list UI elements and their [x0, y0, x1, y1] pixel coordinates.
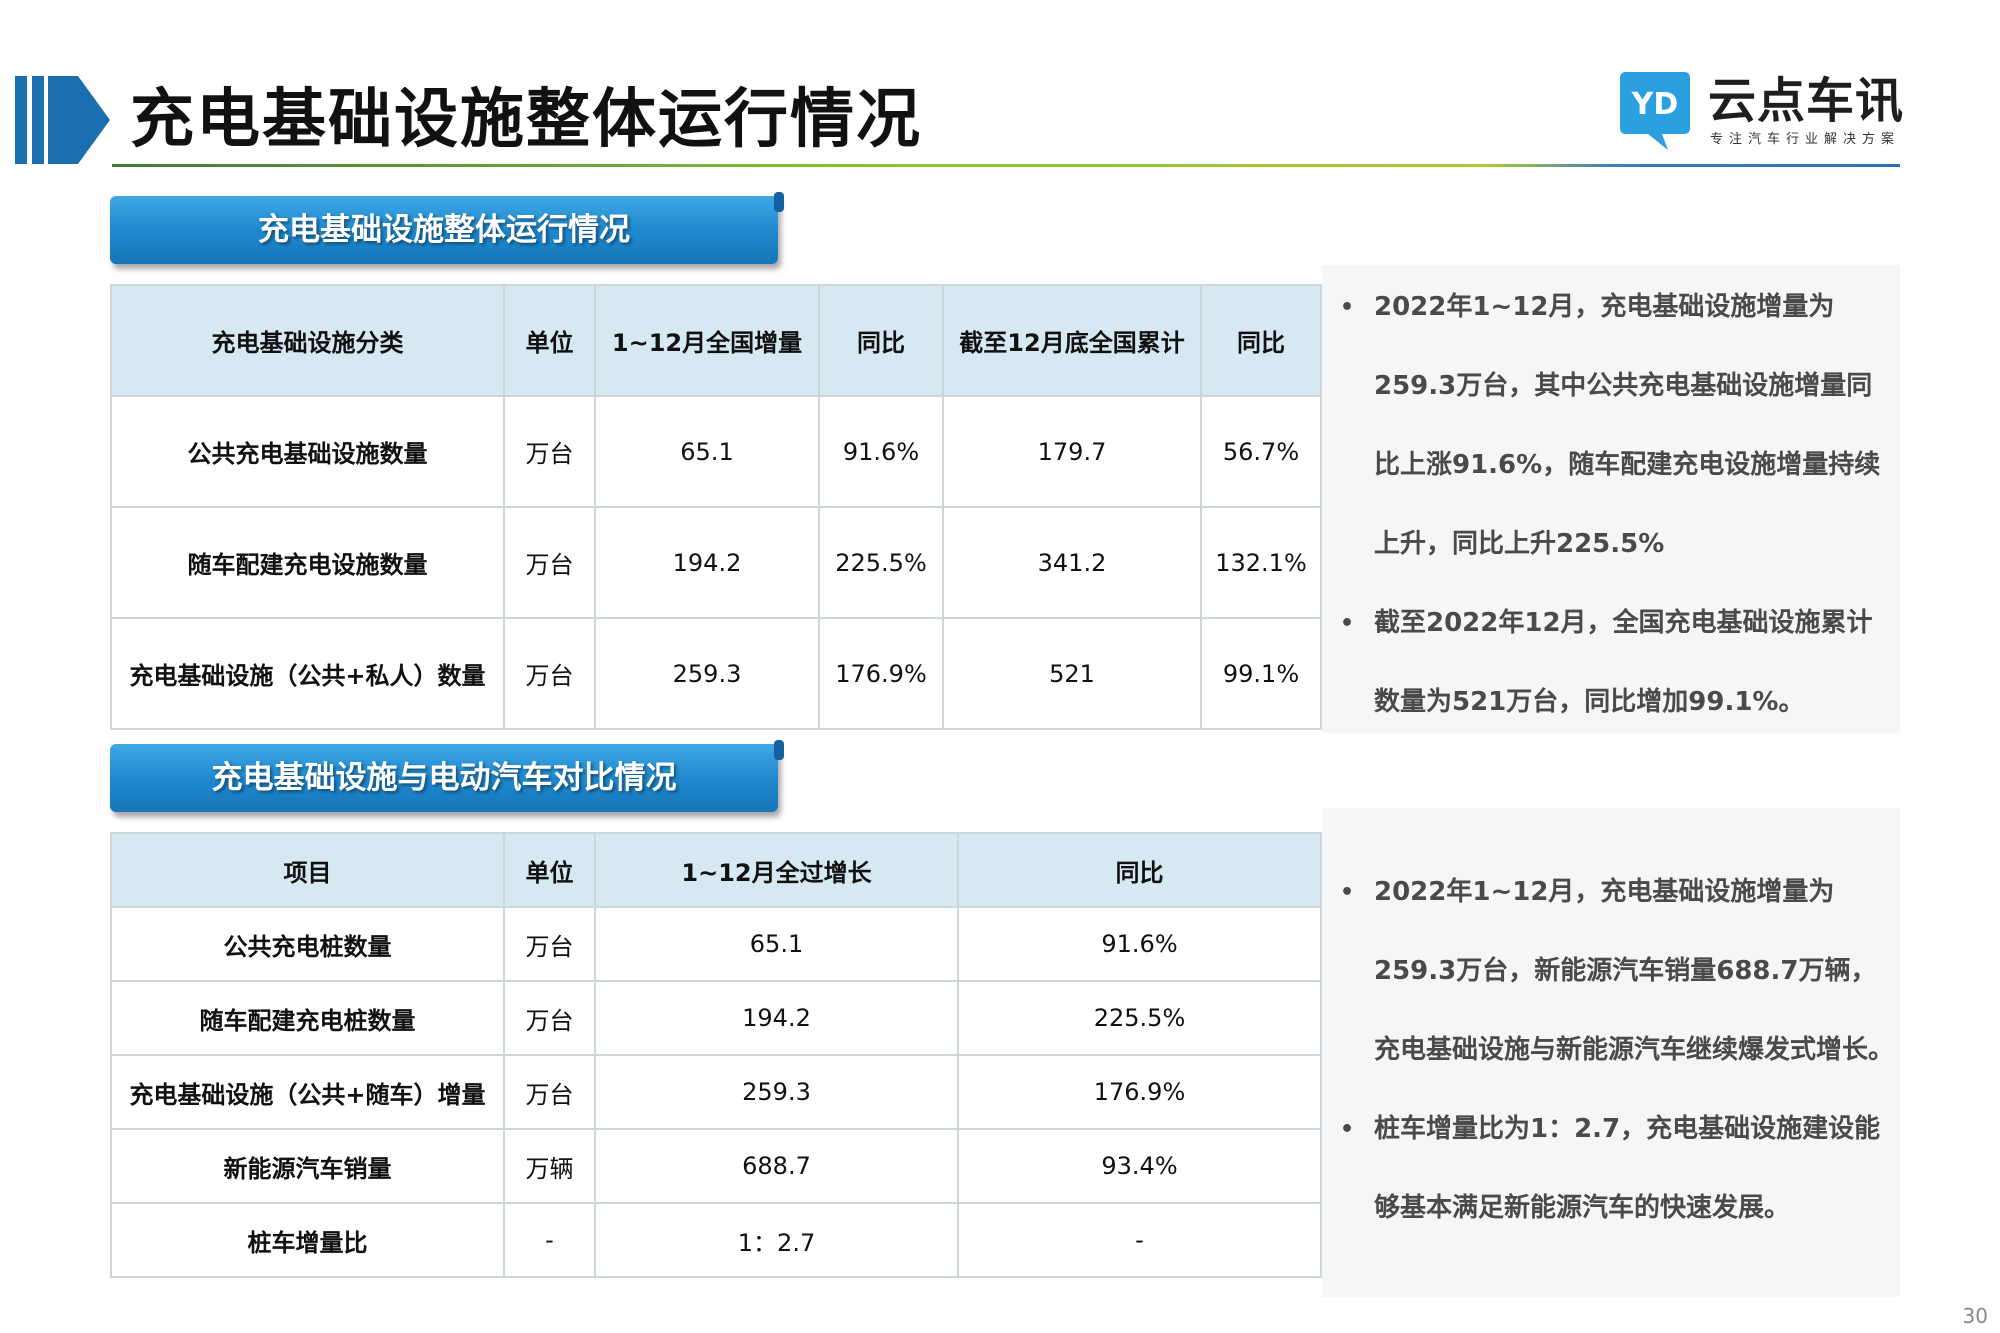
value-cell: 65.1	[594, 906, 959, 982]
column-header: 充电基础设施分类	[110, 284, 505, 397]
column-header: 同比	[957, 832, 1322, 908]
value-cell: 93.4%	[957, 1128, 1322, 1204]
column-header: 截至12月底全国累计	[942, 284, 1202, 397]
svg-text:YD: YD	[1631, 87, 1679, 122]
value-cell: 56.7%	[1200, 395, 1322, 508]
table-row: 充电基础设施（公共+随车）增量 万台 259.3 176.9%	[110, 1054, 1322, 1130]
table-header-row: 项目 单位 1~12月全过增长 同比	[110, 832, 1322, 908]
title-underline	[112, 164, 1490, 167]
note-item: • 截至2022年12月，全国充电基础设施累计 数量为521万台，同比增加99.…	[1322, 584, 1900, 742]
note-item: • 2022年1~12月，充电基础设施增量为 259.3万台，其中公共充电基础设…	[1322, 268, 1900, 584]
logo-name: 云点车讯	[1708, 73, 1905, 129]
banner-curl	[774, 740, 784, 760]
title-underline-right	[1490, 164, 1900, 167]
unit-cell: 万台	[503, 617, 596, 730]
note-line: 2022年1~12月，充电基础设施增量为	[1374, 877, 1835, 907]
row-label: 随车配建充电设施数量	[110, 506, 505, 619]
table-row: 新能源汽车销量 万辆 688.7 93.4%	[110, 1128, 1322, 1204]
value-cell: 176.9%	[957, 1054, 1322, 1130]
value-cell: 176.9%	[818, 617, 944, 730]
page-title: 充电基础设施整体运行情况	[130, 83, 922, 157]
note-line: 数量为521万台，同比增加99.1%。	[1374, 687, 1805, 717]
value-cell: 194.2	[594, 506, 820, 619]
value-cell: 521	[942, 617, 1202, 730]
header-accent-bar	[15, 76, 27, 164]
note-line: 充电基础设施与新能源汽车继续爆发式增长。	[1374, 1035, 1895, 1065]
table-row: 桩车增量比 - 1：2.7 -	[110, 1202, 1322, 1278]
note-line: 259.3万台，新能源汽车销量688.7万辆，	[1374, 956, 1877, 986]
table-row: 公共充电桩数量 万台 65.1 91.6%	[110, 906, 1322, 982]
note-line: 桩车增量比为1：2.7，充电基础设施建设能	[1374, 1114, 1881, 1144]
note-line: 截至2022年12月，全国充电基础设施累计	[1374, 608, 1873, 638]
row-label: 公共充电基础设施数量	[110, 395, 505, 508]
note-line: 够基本满足新能源汽车的快速发展。	[1374, 1193, 1791, 1223]
row-label: 公共充电桩数量	[110, 906, 505, 982]
value-cell: 65.1	[594, 395, 820, 508]
note-line: 2022年1~12月，充电基础设施增量为	[1374, 292, 1835, 322]
row-label: 新能源汽车销量	[110, 1128, 505, 1204]
banner-curl	[774, 192, 784, 212]
note-item: • 2022年1~12月，充电基础设施增量为 259.3万台，新能源汽车销量68…	[1322, 853, 1900, 1090]
row-label: 随车配建充电桩数量	[110, 980, 505, 1056]
value-cell: 1：2.7	[594, 1202, 959, 1278]
note-line: 259.3万台，其中公共充电基础设施增量同	[1374, 371, 1873, 401]
column-header: 1~12月全过增长	[594, 832, 959, 908]
table-row: 公共充电基础设施数量 万台 65.1 91.6% 179.7 56.7%	[110, 395, 1322, 508]
comparison-table: 项目 单位 1~12月全过增长 同比 公共充电桩数量 万台 65.1 91.6%…	[110, 832, 1322, 1278]
table-row: 充电基础设施（公共+私人）数量 万台 259.3 176.9% 521 99.1…	[110, 617, 1322, 730]
table-row: 随车配建充电桩数量 万台 194.2 225.5%	[110, 980, 1322, 1056]
value-cell: 688.7	[594, 1128, 959, 1204]
table-row: 随车配建充电设施数量 万台 194.2 225.5% 341.2 132.1%	[110, 506, 1322, 619]
section1-notes-panel: • 2022年1~12月，充电基础设施增量为 259.3万台，其中公共充电基础设…	[1322, 265, 1900, 733]
value-cell: 179.7	[942, 395, 1202, 508]
unit-cell: 万台	[503, 1054, 596, 1130]
page-number: 30	[1962, 1304, 1988, 1328]
unit-cell: 万台	[503, 395, 596, 508]
unit-cell: 万台	[503, 906, 596, 982]
column-header: 项目	[110, 832, 505, 908]
value-cell: 91.6%	[818, 395, 944, 508]
row-label: 桩车增量比	[110, 1202, 505, 1278]
column-header: 同比	[818, 284, 944, 397]
logo-speech-bubble-icon: YD	[1620, 72, 1690, 150]
column-header: 单位	[503, 832, 596, 908]
unit-cell: 万台	[503, 506, 596, 619]
row-label: 充电基础设施（公共+随车）增量	[110, 1054, 505, 1130]
note-line: 比上涨91.6%，随车配建充电设施增量持续	[1374, 450, 1881, 480]
value-cell: 91.6%	[957, 906, 1322, 982]
bullet-dot-icon: •	[1340, 1117, 1355, 1142]
value-cell: 99.1%	[1200, 617, 1322, 730]
bullet-dot-icon: •	[1340, 611, 1355, 636]
bullet-dot-icon: •	[1340, 295, 1355, 320]
value-cell: 225.5%	[818, 506, 944, 619]
value-cell: 259.3	[594, 1054, 959, 1130]
section1-banner: 充电基础设施整体运行情况	[110, 196, 778, 264]
infrastructure-table: 充电基础设施分类 单位 1~12月全国增量 同比 截至12月底全国累计 同比 公…	[110, 284, 1322, 730]
value-cell: 225.5%	[957, 980, 1322, 1056]
column-header: 1~12月全国增量	[594, 284, 820, 397]
table-header-row: 充电基础设施分类 单位 1~12月全国增量 同比 截至12月底全国累计 同比	[110, 284, 1322, 397]
note-item: • 桩车增量比为1：2.7，充电基础设施建设能 够基本满足新能源汽车的快速发展。	[1322, 1090, 1900, 1248]
unit-cell: 万辆	[503, 1128, 596, 1204]
column-header: 单位	[503, 284, 596, 397]
header-accent-bar	[32, 76, 44, 164]
bullet-dot-icon: •	[1340, 880, 1355, 905]
note-line: 上升，同比上升225.5%	[1374, 529, 1665, 559]
section2-notes-panel: • 2022年1~12月，充电基础设施增量为 259.3万台，新能源汽车销量68…	[1322, 808, 1900, 1297]
logo-tagline: 专注汽车行业解决方案	[1710, 132, 1901, 147]
value-cell: 194.2	[594, 980, 959, 1056]
unit-cell: -	[503, 1202, 596, 1278]
value-cell: 132.1%	[1200, 506, 1322, 619]
value-cell: 341.2	[942, 506, 1202, 619]
value-cell: -	[957, 1202, 1322, 1278]
value-cell: 259.3	[594, 617, 820, 730]
row-label: 充电基础设施（公共+私人）数量	[110, 617, 505, 730]
unit-cell: 万台	[503, 980, 596, 1056]
section2-banner: 充电基础设施与电动汽车对比情况	[110, 744, 778, 812]
column-header: 同比	[1200, 284, 1322, 397]
header-arrow-icon	[48, 76, 110, 164]
